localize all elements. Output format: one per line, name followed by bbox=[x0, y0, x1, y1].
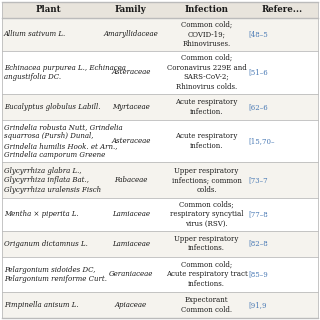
Bar bbox=[2, 2, 318, 18]
Text: Upper respiratory
infections.: Upper respiratory infections. bbox=[174, 235, 239, 252]
Text: Common colds;
respiratory syncytial
virus (RSV).: Common colds; respiratory syncytial viru… bbox=[170, 201, 243, 228]
Text: Acute respiratory
infection.: Acute respiratory infection. bbox=[175, 132, 238, 150]
Bar bbox=[2, 94, 318, 120]
Text: Echinacea purpurea L., Echinacea
angustifolia DC.: Echinacea purpurea L., Echinacea angusti… bbox=[4, 64, 126, 81]
Bar bbox=[2, 257, 318, 292]
Bar bbox=[2, 163, 318, 198]
Text: [48–5: [48–5 bbox=[248, 30, 268, 38]
Text: Asteraceae: Asteraceae bbox=[111, 137, 150, 145]
Text: Common cold;
Acute respiratory tract
infections.: Common cold; Acute respiratory tract inf… bbox=[166, 261, 247, 288]
Text: [77–8: [77–8 bbox=[248, 211, 268, 219]
Text: [62–6: [62–6 bbox=[248, 103, 268, 111]
Text: Fabaceae: Fabaceae bbox=[114, 176, 148, 184]
Text: [15,70–: [15,70– bbox=[248, 137, 274, 145]
Text: Amaryllidaceae: Amaryllidaceae bbox=[103, 30, 158, 38]
Text: Eucalyptus globulus Labill.: Eucalyptus globulus Labill. bbox=[4, 103, 100, 111]
Text: Lamiaceae: Lamiaceae bbox=[112, 240, 150, 248]
Text: Expectorant
Common cold.: Expectorant Common cold. bbox=[181, 296, 232, 314]
Text: [73–7: [73–7 bbox=[248, 176, 268, 184]
Text: [51–6: [51–6 bbox=[248, 68, 268, 76]
Text: Apiaceae: Apiaceae bbox=[115, 301, 147, 309]
Bar bbox=[2, 231, 318, 257]
Text: Upper respiratory
infections; common
colds.: Upper respiratory infections; common col… bbox=[172, 167, 242, 194]
Text: Acute respiratory
infection.: Acute respiratory infection. bbox=[175, 98, 238, 116]
Text: Infection: Infection bbox=[185, 5, 228, 14]
Text: Pelargonium sidoides DC,
Pelargonium reniforme Curt.: Pelargonium sidoides DC, Pelargonium ren… bbox=[4, 266, 107, 283]
Text: Common cold;
COVID-19;
Rhinoviruses.: Common cold; COVID-19; Rhinoviruses. bbox=[181, 21, 232, 48]
Text: Asteraceae: Asteraceae bbox=[111, 68, 150, 76]
Text: Family: Family bbox=[115, 5, 147, 14]
Bar bbox=[2, 198, 318, 231]
Text: Grindelia robusta Nutt, Grindelia
squarrosa (Pursh) Dunal,
Grindelia humilis Hoo: Grindelia robusta Nutt, Grindelia squarr… bbox=[4, 123, 123, 159]
Text: Common cold;
Coronavirus 229E and
SARS-CoV-2;
Rhinovirus colds.: Common cold; Coronavirus 229E and SARS-C… bbox=[167, 54, 246, 91]
Text: Origanum dictamnus L.: Origanum dictamnus L. bbox=[4, 240, 88, 248]
Bar bbox=[2, 51, 318, 94]
Text: Lamiaceae: Lamiaceae bbox=[112, 211, 150, 219]
Text: [91,9: [91,9 bbox=[248, 301, 266, 309]
Text: Allium sativum L.: Allium sativum L. bbox=[4, 30, 66, 38]
Text: Geraniaceae: Geraniaceae bbox=[108, 270, 153, 278]
Text: [82–8: [82–8 bbox=[248, 240, 268, 248]
Text: Plant: Plant bbox=[36, 5, 61, 14]
Text: Refere...: Refere... bbox=[262, 5, 303, 14]
Bar bbox=[2, 292, 318, 318]
Text: Myrtaceae: Myrtaceae bbox=[112, 103, 150, 111]
Text: Mentha × piperita L.: Mentha × piperita L. bbox=[4, 211, 79, 219]
Text: [85–9: [85–9 bbox=[248, 270, 268, 278]
Bar bbox=[2, 18, 318, 51]
Bar bbox=[2, 120, 318, 163]
Text: Pimpinella anisum L.: Pimpinella anisum L. bbox=[4, 301, 79, 309]
Text: Glycyrrhiza glabra L.,
Glycyrrhiza inflata Bat.,
Glycyrrhiza uralensis Fisch: Glycyrrhiza glabra L., Glycyrrhiza infla… bbox=[4, 167, 101, 194]
